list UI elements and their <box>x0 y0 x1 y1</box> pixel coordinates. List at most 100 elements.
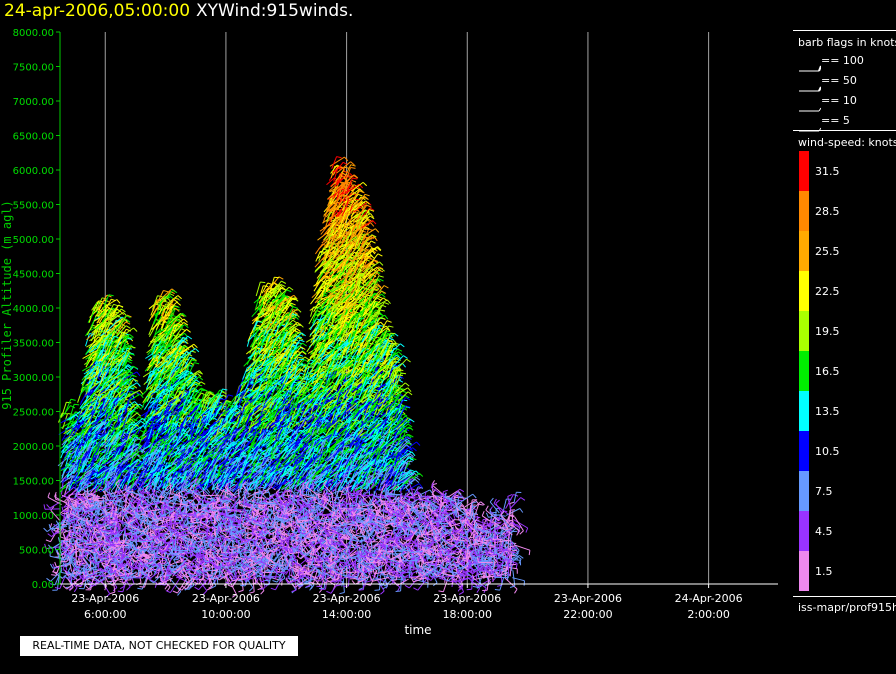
wind-barb-flag <box>105 495 107 501</box>
wind-barb-flag <box>70 405 76 409</box>
wind-barb <box>81 499 88 516</box>
wind-barb-flag <box>50 506 55 511</box>
wind-barb-flag <box>80 453 86 457</box>
wind-barb-flag <box>136 412 142 417</box>
wind-barb <box>80 398 95 410</box>
wind-barb-flag <box>63 575 69 579</box>
wind-barb-flag <box>194 348 200 353</box>
wind-barb-flag <box>82 418 88 421</box>
wind-barb-flag <box>133 410 139 414</box>
wind-barb-flag <box>54 491 57 497</box>
wind-barb <box>76 455 83 473</box>
wind-barb <box>54 496 67 504</box>
wind-barb-flag <box>73 486 79 491</box>
wind-barb-flag <box>119 580 125 584</box>
wind-profile-chart: 23-Apr-20066:00:0023-Apr-200610:00:0023-… <box>0 28 778 637</box>
wind-barb-flag <box>49 563 54 569</box>
wind-barb <box>47 496 62 506</box>
wind-barb-flag <box>64 491 69 496</box>
wind-barb-flag <box>97 564 100 570</box>
wind-barb <box>68 495 76 509</box>
wind-barb-flag <box>54 561 57 567</box>
wind-barb-flag <box>61 560 67 563</box>
wind-barb-flag <box>130 346 136 349</box>
wind-barb-flag <box>157 295 163 298</box>
wind-barb <box>78 432 83 442</box>
wind-barb-flag <box>45 539 51 543</box>
wind-barb <box>60 546 71 556</box>
plot-date: 24-apr-2006,05:00:00 <box>4 1 191 21</box>
wind-barb-flag <box>46 504 51 509</box>
wind-barb-flag <box>134 443 140 445</box>
wind-barb <box>75 501 84 510</box>
wind-barb-flag <box>67 566 71 572</box>
wind-barb-flag <box>61 506 64 512</box>
wind-barb <box>65 445 76 454</box>
wind-barb <box>62 446 71 462</box>
wind-barb-flag <box>165 590 171 594</box>
wind-barb <box>79 384 87 397</box>
wind-barb-flag <box>73 557 76 563</box>
wind-barb-flag <box>129 334 134 338</box>
wind-barb <box>67 565 79 579</box>
wind-barb <box>80 374 89 391</box>
wind-barb <box>72 477 83 485</box>
wind-barb <box>71 444 84 455</box>
wind-barb <box>78 435 86 449</box>
wind-barb-flag <box>193 343 198 349</box>
wind-barb <box>49 501 62 509</box>
wind-barb <box>59 540 75 543</box>
wind-barb <box>66 553 75 568</box>
wind-barb-flag <box>60 557 66 561</box>
wind-barb-flag <box>106 544 112 547</box>
wind-barb-flag <box>72 531 78 535</box>
wind-barb <box>72 412 85 427</box>
wind-barb-flag <box>183 318 188 323</box>
wind-barb <box>79 390 88 406</box>
wind-barb-flag <box>163 290 169 293</box>
wind-barb-flag <box>46 577 51 582</box>
wind-barb-flag <box>135 438 141 441</box>
wind-barb-flag <box>84 584 90 590</box>
wind-barb <box>76 459 81 471</box>
wind-barb <box>60 521 75 528</box>
wind-barb-flag <box>47 544 52 549</box>
wind-barb-flag <box>70 532 73 538</box>
wind-barb-flag <box>62 530 68 534</box>
wind-barb-flag <box>68 537 71 543</box>
wind-barb-flag <box>120 308 126 313</box>
wind-barb-flag <box>150 544 153 550</box>
wind-barb-flag <box>127 359 133 362</box>
wind-barb <box>65 451 71 467</box>
wind-barb-flag <box>65 499 69 505</box>
wind-barb-layer <box>43 156 531 598</box>
wind-barb-flag <box>149 504 154 510</box>
wind-barb <box>106 499 123 502</box>
wind-barb-flag <box>142 487 144 493</box>
wind-barb <box>68 465 76 480</box>
wind-barb <box>74 546 77 564</box>
wind-barb-flag <box>165 574 171 577</box>
wind-barb-flag <box>66 401 72 404</box>
wind-barb <box>63 541 77 552</box>
wind-barb-flag <box>69 577 75 581</box>
wind-barb <box>75 443 81 455</box>
wind-barb <box>64 399 72 415</box>
wind-barb-flag <box>63 556 69 561</box>
wind-barb-flag <box>174 305 180 308</box>
wind-barb-flag <box>76 560 82 563</box>
wind-barb-flag <box>47 533 52 537</box>
wind-barb-flag <box>64 570 69 576</box>
wind-barb-flag <box>50 529 55 535</box>
wind-barb <box>80 418 87 435</box>
wind-barb <box>67 554 73 572</box>
wind-barb-flag <box>73 431 79 435</box>
wind-barb-flag <box>176 301 182 306</box>
wind-barb-flag <box>96 535 102 538</box>
wind-barb <box>69 421 79 437</box>
wind-barb-flag <box>54 587 61 590</box>
wind-barb <box>67 577 74 588</box>
wind-barb-flag <box>125 579 131 581</box>
wind-barb-flag <box>139 586 145 588</box>
wind-barb-flag <box>106 575 112 578</box>
